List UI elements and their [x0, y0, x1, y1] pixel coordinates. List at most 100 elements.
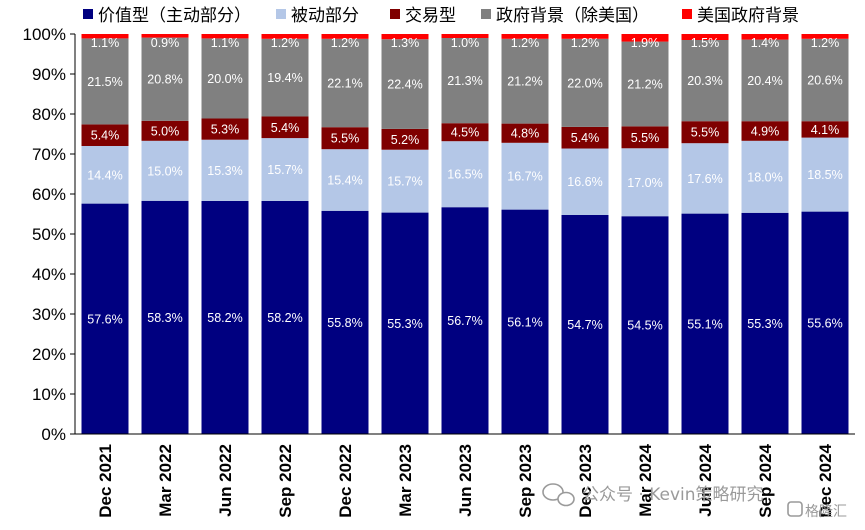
bar-segment — [501, 123, 549, 143]
data-label: 15.7% — [267, 163, 302, 177]
legend-label: 交易型 — [405, 6, 456, 26]
y-tick-label: 90% — [32, 65, 66, 84]
bar-segment — [381, 212, 429, 434]
data-label: 1.3% — [391, 36, 420, 50]
x-tick-label: Sep 2023 — [516, 444, 535, 518]
bar-segment — [381, 128, 429, 150]
data-label: 5.0% — [151, 124, 180, 138]
legend-swatch — [390, 9, 400, 19]
x-tick-label: Sep 2022 — [276, 444, 295, 518]
data-label: 22.4% — [387, 78, 422, 92]
bar-segment — [621, 216, 669, 434]
x-axis: Dec 2021 Mar 2022 Jun 2022 Sep 2022 Dec 2022… — [75, 433, 855, 518]
bar-segment — [501, 142, 549, 210]
data-label: 1.0% — [451, 36, 480, 50]
x-tick-label: Mar 2023 — [396, 444, 415, 517]
bar-segment — [681, 121, 729, 144]
y-tick-label: 80% — [32, 105, 66, 124]
data-label: 18.0% — [747, 170, 782, 184]
bar-segment — [801, 137, 849, 212]
bar-segment — [621, 126, 669, 149]
bar-segment — [441, 123, 489, 142]
bar-segment — [81, 124, 129, 146]
bar-segment — [441, 34, 489, 38]
y-tick-label: 60% — [32, 185, 66, 204]
bar-segment — [81, 146, 129, 204]
data-label: 17.0% — [627, 176, 662, 190]
bar-segment — [201, 200, 249, 434]
legend-label: 被动部分 — [291, 6, 359, 26]
data-label: 14.4% — [87, 168, 122, 182]
bar-segment — [81, 203, 129, 434]
data-label: 56.7% — [447, 314, 482, 328]
data-label: 5.4% — [571, 131, 600, 145]
x-tick-label: Jun 2023 — [456, 444, 475, 517]
data-label: 58.3% — [147, 311, 182, 325]
y-tick-label: 70% — [32, 145, 66, 164]
data-label: 57.6% — [87, 312, 122, 326]
data-label: 15.3% — [207, 164, 242, 178]
bar-segment — [741, 121, 789, 141]
bar-segment — [141, 120, 189, 141]
data-label: 1.2% — [271, 36, 300, 50]
bar-segment — [501, 38, 549, 124]
bar-segment — [561, 126, 609, 149]
bar-segment — [321, 210, 369, 434]
bar-segment — [141, 37, 189, 121]
data-label: 18.5% — [807, 168, 842, 182]
data-label: 22.1% — [327, 77, 362, 91]
data-label: 15.0% — [147, 164, 182, 178]
bar-segment — [741, 34, 789, 40]
bar-segment — [561, 38, 609, 127]
y-tick-label: 50% — [32, 225, 66, 244]
data-label: 16.7% — [507, 170, 542, 184]
watermark-logo-text: 格隆汇 — [805, 504, 847, 520]
legend-label: 美国政府背景 — [697, 6, 799, 26]
bar-segment — [501, 34, 549, 39]
bar-segment — [321, 127, 369, 150]
y-tick-label: 40% — [32, 265, 66, 284]
bar-segment — [81, 34, 129, 39]
bar-segment — [201, 34, 249, 39]
bar-segment — [741, 140, 789, 213]
x-tick-label: Dec 2021 — [96, 444, 115, 518]
y-axis: 0% 10% 20% 30% 40% 50% 60% 70% 80% 90% 100% — [23, 25, 76, 444]
data-label: 4.1% — [811, 123, 840, 137]
bar-segment — [801, 211, 849, 434]
data-label: 1.9% — [631, 36, 660, 50]
data-label: 21.2% — [627, 77, 662, 91]
data-label: 1.1% — [211, 36, 240, 50]
bar-segment — [141, 34, 189, 38]
legend-swatch — [481, 9, 491, 19]
data-label: 1.2% — [331, 36, 360, 50]
bar-segment — [381, 34, 429, 40]
watermark: 公众号 · Kevin策略研究 格隆汇 — [542, 483, 847, 520]
data-label: 56.1% — [507, 315, 542, 329]
data-label: 5.3% — [211, 123, 240, 137]
data-label: 19.4% — [267, 71, 302, 85]
wechat-icon — [542, 483, 575, 507]
y-tick-label: 100% — [23, 25, 66, 44]
x-tick-label: Jun 2024 — [696, 443, 715, 516]
data-label: 21.3% — [447, 74, 482, 88]
bar-segment — [321, 34, 369, 39]
legend-label: 政府背景（除美国） — [496, 6, 649, 26]
bar-segment — [621, 34, 669, 42]
bar-segment — [561, 34, 609, 39]
data-label: 20.0% — [207, 72, 242, 86]
bar-segment — [201, 118, 249, 140]
legend-swatch — [682, 9, 692, 19]
bar-segment — [141, 140, 189, 201]
data-label: 15.4% — [327, 174, 362, 188]
data-label: 5.5% — [631, 131, 660, 145]
data-label: 55.6% — [807, 316, 842, 330]
bar-segment — [741, 212, 789, 434]
data-label: 1.2% — [811, 36, 840, 50]
bar-segment — [261, 138, 309, 201]
bar-segment — [561, 214, 609, 434]
bar-segment — [261, 116, 309, 139]
data-label: 4.9% — [751, 125, 780, 139]
data-label: 5.4% — [271, 121, 300, 135]
legend-swatch — [276, 9, 286, 19]
